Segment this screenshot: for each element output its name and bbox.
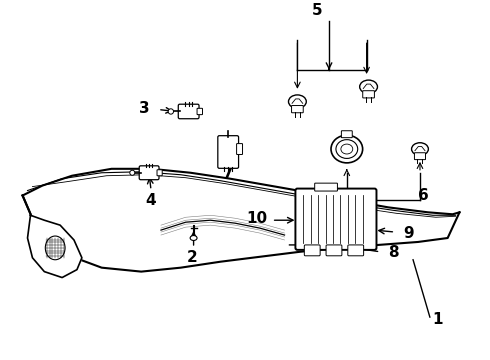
- Ellipse shape: [45, 236, 65, 260]
- Text: 6: 6: [417, 188, 428, 203]
- Text: 10: 10: [246, 211, 268, 226]
- Polygon shape: [27, 215, 82, 278]
- Ellipse shape: [289, 95, 306, 108]
- Text: 4: 4: [146, 193, 156, 208]
- Text: 1: 1: [433, 311, 443, 327]
- Ellipse shape: [341, 144, 353, 154]
- FancyBboxPatch shape: [315, 183, 338, 191]
- FancyBboxPatch shape: [326, 245, 342, 256]
- FancyBboxPatch shape: [415, 153, 425, 159]
- FancyBboxPatch shape: [237, 144, 243, 154]
- Ellipse shape: [190, 235, 197, 240]
- Ellipse shape: [360, 80, 377, 94]
- Ellipse shape: [412, 143, 428, 155]
- Text: 3: 3: [139, 101, 149, 116]
- Text: 5: 5: [312, 3, 322, 18]
- FancyBboxPatch shape: [292, 105, 303, 113]
- Text: 8: 8: [388, 245, 398, 260]
- FancyBboxPatch shape: [178, 104, 199, 119]
- FancyBboxPatch shape: [218, 136, 239, 168]
- Circle shape: [168, 109, 173, 114]
- FancyBboxPatch shape: [363, 91, 374, 98]
- FancyBboxPatch shape: [348, 245, 364, 256]
- FancyBboxPatch shape: [342, 131, 352, 138]
- Text: 2: 2: [187, 250, 198, 265]
- Ellipse shape: [331, 135, 363, 163]
- FancyBboxPatch shape: [304, 245, 320, 256]
- Text: 9: 9: [403, 226, 414, 240]
- FancyBboxPatch shape: [139, 166, 159, 180]
- Circle shape: [130, 170, 135, 175]
- FancyBboxPatch shape: [197, 108, 202, 114]
- FancyBboxPatch shape: [157, 170, 162, 176]
- FancyBboxPatch shape: [295, 189, 376, 250]
- Text: 7: 7: [223, 166, 234, 181]
- Ellipse shape: [336, 140, 358, 158]
